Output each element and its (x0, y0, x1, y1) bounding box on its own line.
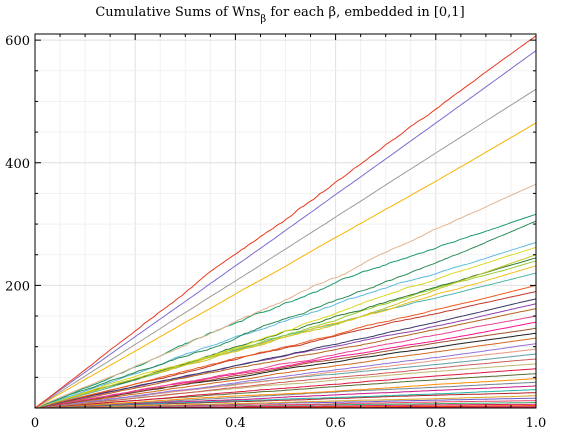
chart-title-subscript: β (260, 14, 266, 25)
series-line (34, 389, 537, 409)
series-line (34, 254, 537, 409)
series-line (34, 381, 537, 409)
series-line (34, 220, 537, 409)
series-line (34, 122, 537, 409)
series-group (34, 35, 537, 409)
y-tick-label: 400 (5, 157, 30, 172)
x-tick-label: 0.8 (425, 416, 446, 431)
x-tick-label: 1.0 (526, 416, 547, 431)
series-line (34, 378, 537, 409)
series-line (34, 337, 537, 409)
series-line (34, 332, 537, 409)
series-line (34, 35, 537, 409)
series-line (34, 358, 537, 409)
series-line (34, 395, 537, 409)
grid (35, 34, 536, 408)
x-tick-labels: 0 0.2 0.4 0.6 0.8 1.0 (31, 416, 546, 431)
series-line (34, 246, 537, 409)
y-tick-label: 600 (5, 34, 30, 49)
x-tick-label: 0.2 (125, 416, 146, 431)
series-line (34, 298, 537, 409)
y-tick-label: 200 (5, 279, 30, 294)
x-tick-label: 0.6 (325, 416, 346, 431)
chart-title-main: Cumulative Sums of Wns (95, 5, 260, 20)
chart-title-rest: for each β, embedded in [0,1] (266, 5, 464, 20)
series-line (34, 343, 537, 409)
series-line (34, 368, 537, 409)
series-line (34, 308, 537, 409)
tick-marks (34, 34, 537, 409)
series-line (34, 88, 537, 409)
x-tick-label: 0 (31, 416, 39, 431)
x-tick-label: 0.4 (225, 416, 246, 431)
series-line (34, 242, 537, 409)
series-line (34, 50, 537, 409)
chart-title: Cumulative Sums of Wnsβ for each β, embe… (95, 5, 464, 25)
y-tick-labels: 200 400 600 (5, 34, 30, 294)
series-line (34, 284, 537, 409)
series-line (34, 183, 537, 409)
series-line (34, 315, 537, 409)
